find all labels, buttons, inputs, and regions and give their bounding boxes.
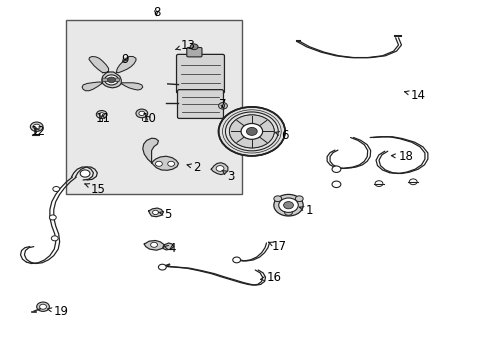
Text: 11: 11 [95, 112, 110, 125]
Circle shape [80, 170, 90, 177]
Polygon shape [102, 72, 121, 88]
Circle shape [278, 198, 298, 212]
Text: 10: 10 [142, 112, 156, 125]
Text: 2: 2 [187, 161, 200, 174]
Text: 3: 3 [222, 170, 234, 183]
Circle shape [30, 122, 43, 131]
Polygon shape [144, 240, 164, 250]
FancyBboxPatch shape [102, 78, 108, 81]
Text: 4: 4 [163, 242, 176, 255]
Text: 17: 17 [268, 240, 286, 253]
Circle shape [49, 215, 56, 220]
FancyBboxPatch shape [186, 48, 202, 57]
Circle shape [155, 161, 162, 166]
Circle shape [273, 194, 303, 216]
Text: 15: 15 [85, 183, 105, 195]
FancyBboxPatch shape [113, 78, 119, 81]
Polygon shape [163, 243, 173, 250]
Circle shape [218, 107, 285, 156]
Circle shape [218, 103, 227, 109]
Circle shape [216, 166, 224, 171]
Circle shape [295, 196, 303, 202]
Text: 5: 5 [158, 208, 171, 221]
Polygon shape [121, 83, 142, 90]
Text: 7: 7 [219, 98, 226, 111]
Circle shape [136, 109, 147, 118]
Circle shape [241, 123, 262, 139]
Circle shape [331, 181, 340, 188]
Circle shape [273, 196, 281, 202]
Circle shape [99, 113, 104, 116]
FancyBboxPatch shape [177, 90, 223, 118]
Text: 8: 8 [152, 6, 160, 19]
Circle shape [53, 186, 60, 192]
Circle shape [374, 181, 382, 186]
Circle shape [246, 127, 257, 135]
Polygon shape [142, 138, 158, 163]
Circle shape [104, 75, 118, 85]
Text: 1: 1 [299, 204, 312, 217]
Circle shape [152, 210, 158, 215]
Circle shape [51, 236, 58, 241]
Text: 19: 19 [47, 305, 69, 318]
Polygon shape [89, 57, 108, 73]
Circle shape [96, 111, 107, 118]
Circle shape [33, 124, 40, 129]
Text: 6: 6 [275, 129, 288, 141]
Text: 16: 16 [260, 271, 281, 284]
Circle shape [331, 166, 340, 172]
Circle shape [150, 242, 157, 247]
Polygon shape [148, 208, 163, 217]
Text: 14: 14 [404, 89, 425, 102]
Circle shape [408, 179, 416, 185]
Circle shape [229, 115, 274, 148]
Circle shape [190, 44, 198, 50]
Text: 13: 13 [175, 39, 195, 51]
Circle shape [284, 210, 292, 215]
Text: 9: 9 [121, 53, 128, 66]
Polygon shape [116, 57, 136, 73]
Text: 18: 18 [391, 150, 412, 163]
Polygon shape [211, 163, 227, 175]
Polygon shape [151, 156, 178, 170]
Polygon shape [82, 82, 102, 91]
Circle shape [283, 202, 293, 209]
Bar [66, 20, 242, 194]
Circle shape [107, 77, 115, 83]
FancyBboxPatch shape [176, 54, 224, 93]
Circle shape [232, 257, 240, 263]
Circle shape [139, 111, 144, 116]
Circle shape [158, 264, 166, 270]
Circle shape [40, 304, 46, 309]
Circle shape [37, 302, 49, 311]
Circle shape [167, 161, 174, 166]
Text: 12: 12 [30, 125, 45, 138]
